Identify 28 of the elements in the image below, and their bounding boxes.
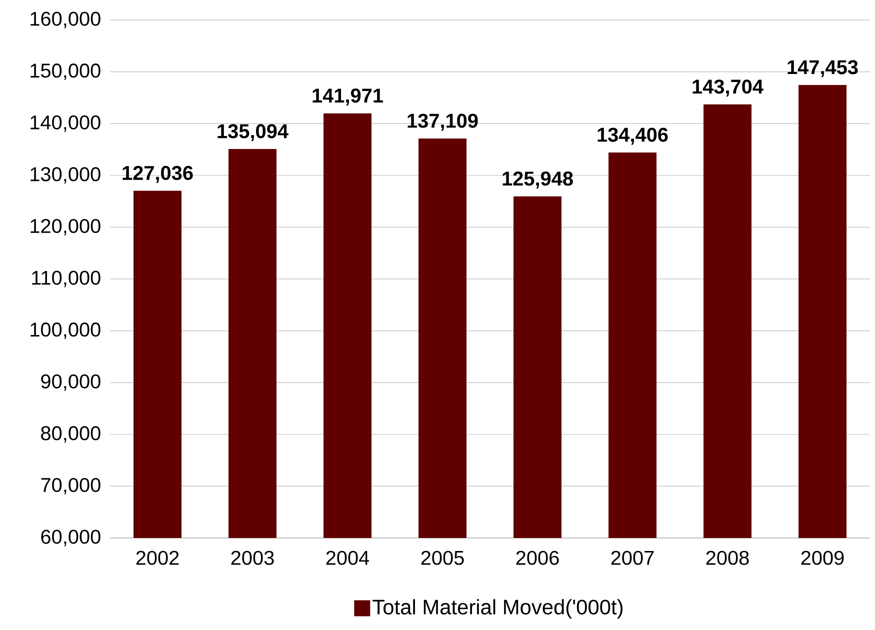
data-label: 147,453 [788, 60, 858, 78]
x-tick-label: 2008 [706, 550, 749, 565]
y-tick-label: 150,000 [30, 64, 100, 80]
y-tick-label: 160,000 [30, 12, 100, 28]
y-tick-label: 110,000 [32, 270, 100, 288]
y-tick-label: 120,000 [30, 218, 100, 236]
y-tick-label: 70,000 [41, 478, 100, 494]
x-tick-label: 2006 [516, 550, 559, 565]
x-tick-label: 2003 [231, 550, 274, 565]
data-label: 127,036 [122, 166, 193, 183]
y-tick-label: 140,000 [30, 115, 100, 132]
x-tick-label: 2009 [801, 550, 844, 565]
data-label: 137,109 [408, 114, 478, 131]
x-tick-label: 2004 [326, 550, 370, 565]
data-label: 125,948 [502, 172, 573, 189]
data-label: 135,094 [218, 124, 288, 142]
x-tick-label: 2002 [136, 550, 179, 565]
y-tick-label: 130,000 [30, 167, 100, 184]
data-label: 141,971 [312, 88, 383, 106]
data-label: 143,704 [692, 80, 764, 97]
y-tick-label: 60,000 [41, 530, 100, 546]
x-tick-label: 2007 [611, 550, 654, 565]
x-tick-label: 2005 [421, 550, 464, 565]
y-tick-label: 80,000 [41, 426, 100, 443]
y-tick-label: 100,000 [30, 322, 100, 340]
data-label: 134,406 [598, 128, 668, 145]
legend-label: Total Material Moved('000t) [372, 599, 622, 619]
y-tick-label: 90,000 [41, 374, 100, 391]
